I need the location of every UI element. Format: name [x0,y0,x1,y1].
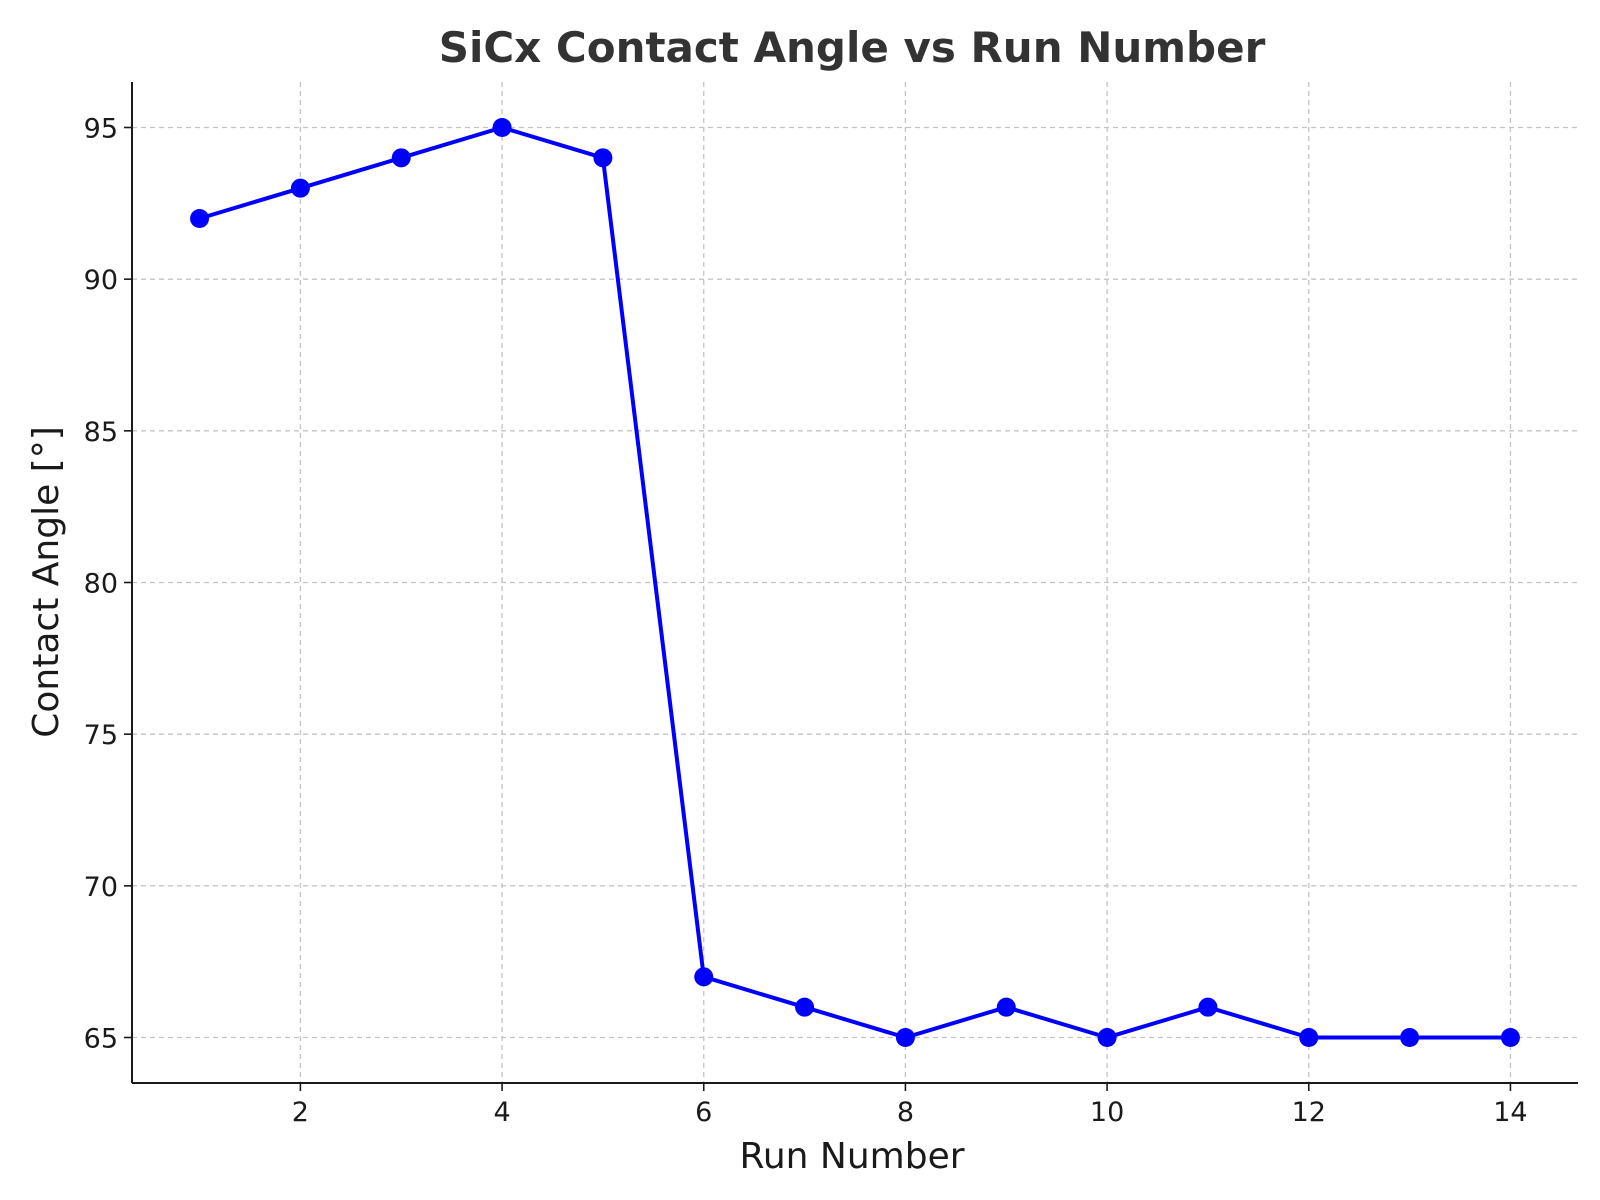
x-tick-label: 4 [493,1097,510,1128]
series-line [197,125,1513,1040]
data-point [694,967,714,987]
data-point [593,148,613,168]
x-tick-label: 14 [1493,1097,1527,1128]
data-series [190,118,1520,1047]
x-tick-label: 6 [695,1097,712,1128]
data-point [391,148,411,168]
chart-title: SiCx Contact Angle vs Run Number [439,23,1266,72]
data-point [895,1028,915,1047]
y-tick-label: 95 [84,114,118,145]
x-tick-label: 8 [897,1097,914,1128]
grid [132,82,1578,1083]
ticks: 2 4 6 8 10 12 14 65 70 75 80 85 90 95 [84,114,1528,1129]
x-axis-label: Run Number [739,1136,964,1177]
data-point [1500,1028,1520,1047]
x-tick-label: 10 [1090,1097,1124,1128]
data-point [190,209,210,228]
y-tick-label: 70 [84,872,118,903]
y-tick-label: 75 [84,720,118,751]
y-axis-label: Contact Angle [°] [26,426,67,737]
data-point [795,997,815,1017]
data-point [1198,997,1218,1017]
y-tick-label: 65 [84,1024,118,1055]
data-point [996,997,1016,1017]
y-tick-label: 85 [84,417,118,448]
y-tick-label: 80 [84,569,118,600]
data-point [1400,1028,1420,1047]
x-tick-label: 2 [292,1097,309,1128]
data-point [492,118,512,137]
data-point [290,178,310,198]
y-tick-label: 90 [84,265,118,296]
data-point [1097,1028,1117,1047]
data-point [1299,1028,1319,1047]
x-tick-label: 12 [1292,1097,1326,1128]
